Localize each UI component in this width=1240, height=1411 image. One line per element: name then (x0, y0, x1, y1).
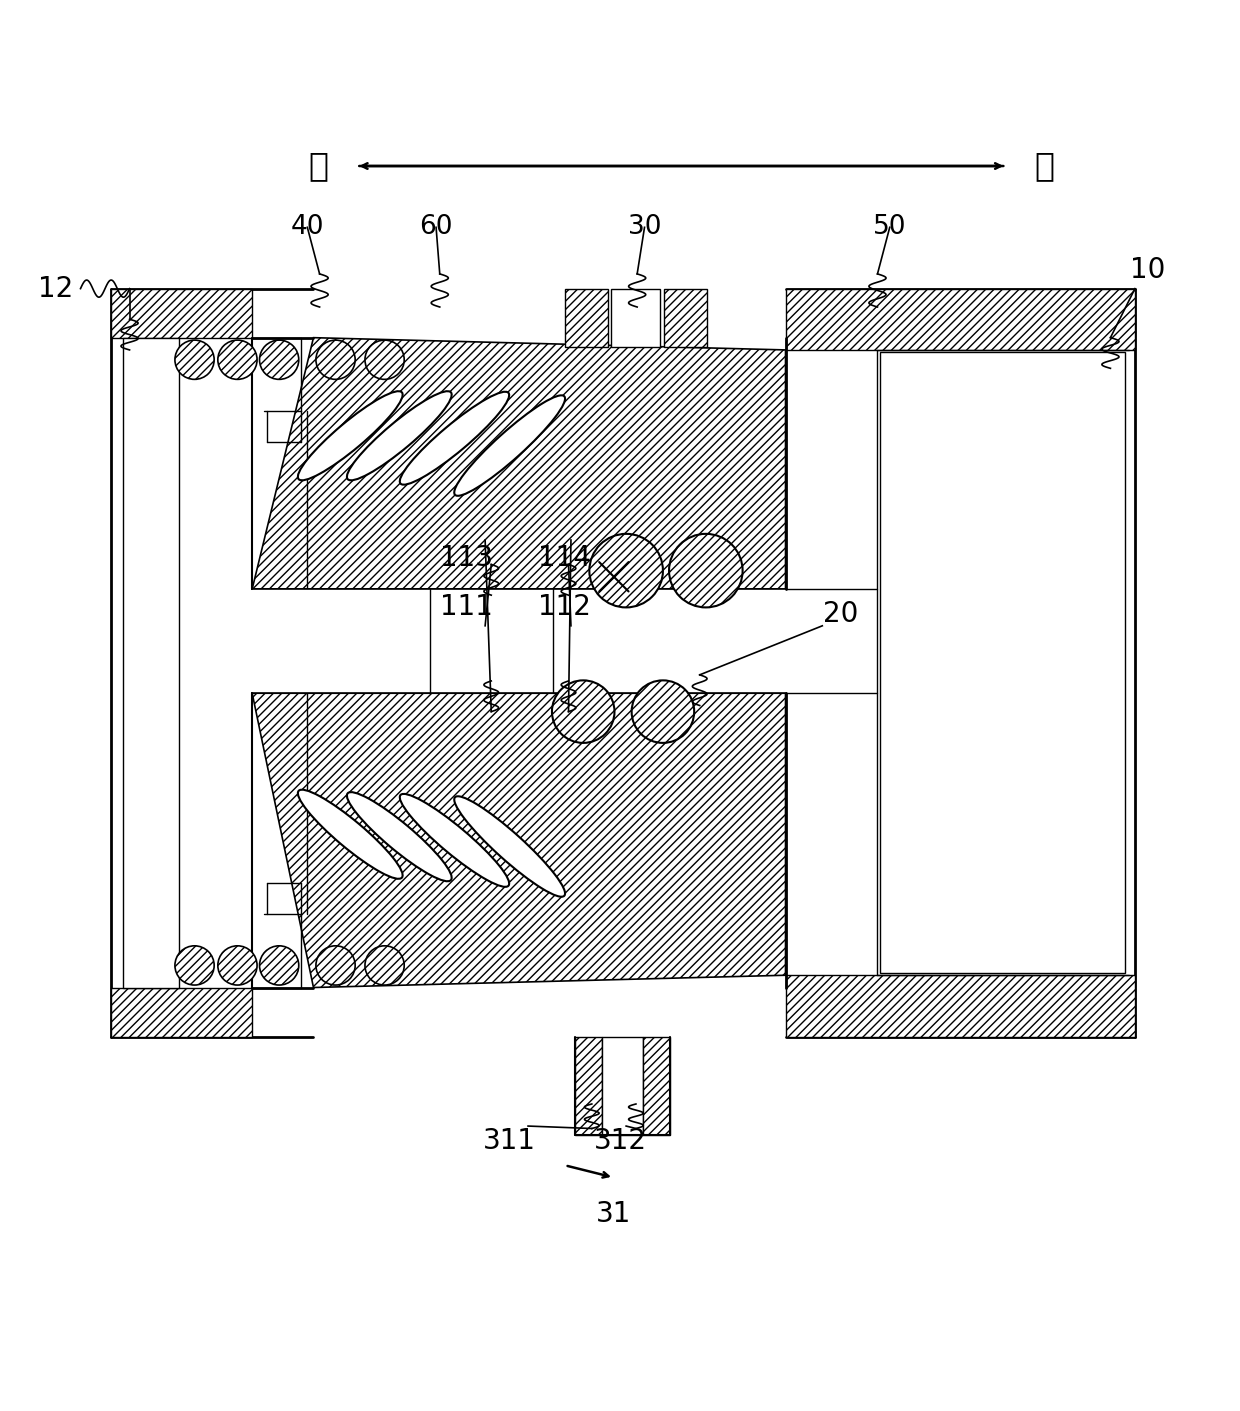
Ellipse shape (347, 391, 451, 480)
Circle shape (316, 340, 355, 380)
Circle shape (670, 533, 743, 607)
Ellipse shape (454, 395, 565, 495)
Circle shape (259, 945, 299, 985)
Circle shape (316, 945, 355, 985)
Circle shape (175, 340, 215, 380)
Text: 50: 50 (873, 214, 906, 240)
Text: 312: 312 (594, 1127, 646, 1154)
Text: 20: 20 (823, 600, 858, 628)
Bar (112, 988, 252, 1037)
Circle shape (631, 680, 694, 744)
Bar (611, 289, 661, 347)
Text: 113: 113 (440, 545, 494, 573)
Bar (112, 289, 252, 337)
Text: 112: 112 (538, 594, 591, 621)
Text: 10: 10 (1130, 257, 1164, 284)
Text: 30: 30 (627, 214, 661, 240)
Circle shape (259, 340, 299, 380)
Polygon shape (252, 693, 785, 988)
Text: 111: 111 (440, 594, 494, 621)
Circle shape (552, 680, 615, 744)
Text: 31: 31 (596, 1201, 631, 1229)
Text: 60: 60 (419, 214, 453, 240)
Bar (880, 353, 1125, 972)
Bar (601, 1037, 644, 1134)
Circle shape (218, 340, 257, 380)
Text: 左: 左 (309, 150, 329, 182)
Text: 40: 40 (290, 214, 324, 240)
Polygon shape (252, 337, 785, 588)
Bar (124, 337, 179, 988)
Bar (574, 1037, 601, 1134)
Ellipse shape (298, 790, 403, 879)
Circle shape (589, 533, 663, 607)
Text: 114: 114 (538, 545, 591, 573)
Text: 右: 右 (1034, 150, 1054, 182)
Bar (785, 975, 1135, 1037)
Ellipse shape (399, 392, 510, 485)
Text: 311: 311 (484, 1127, 536, 1154)
Ellipse shape (399, 794, 510, 888)
Bar (665, 289, 707, 347)
Bar (252, 588, 785, 693)
Circle shape (175, 945, 215, 985)
Text: 12: 12 (38, 275, 73, 302)
Circle shape (365, 340, 404, 380)
Circle shape (365, 945, 404, 985)
Ellipse shape (298, 391, 403, 480)
Bar (644, 1037, 671, 1134)
Bar (565, 289, 608, 347)
Ellipse shape (347, 792, 451, 882)
Circle shape (218, 945, 257, 985)
Bar (785, 289, 1135, 350)
Ellipse shape (454, 796, 565, 897)
